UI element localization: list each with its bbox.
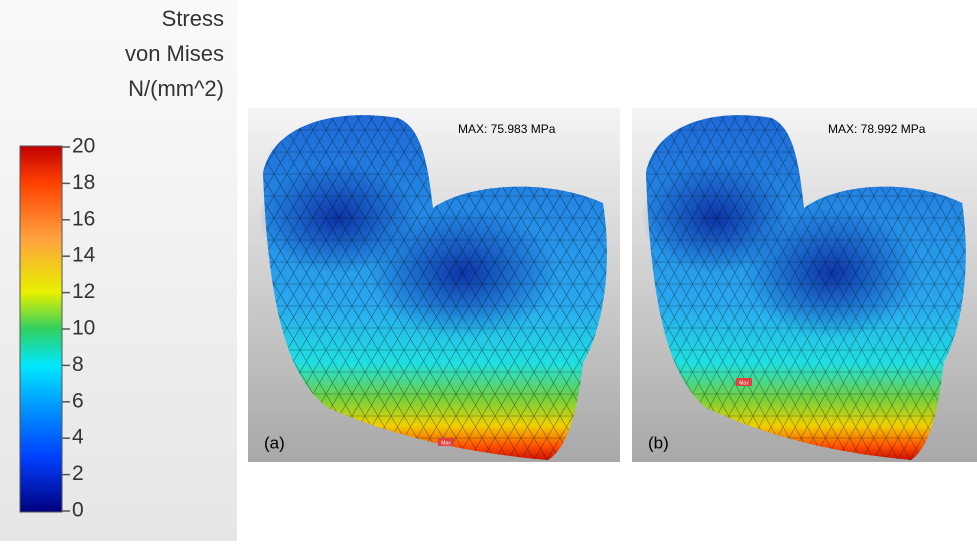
max-marker-label: Max: [739, 380, 749, 386]
figure: Stress von Mises N/(mm^2) 0 2 4 6 8 10 12 14 16 18 20…: [0, 0, 977, 541]
tick-label: 18: [72, 171, 95, 194]
tick-label: 2: [72, 462, 84, 485]
legend-title: Stress: [162, 6, 224, 31]
tick-label: 0: [72, 499, 84, 522]
tick-label: 20: [72, 135, 95, 158]
tick-label: 12: [72, 280, 95, 303]
panel-label: (a): [264, 433, 285, 452]
legend-title: N/(mm^2): [128, 76, 224, 101]
tick-label: 8: [72, 353, 84, 376]
max-label: MAX: 75.983 MPa: [458, 122, 556, 136]
panel-a: MAX: 75.983 MPa (a) Max: [248, 108, 620, 462]
panel-b: MAX: 78.992 MPa (b) Max: [632, 108, 977, 462]
max-label: MAX: 78.992 MPa: [828, 122, 926, 136]
legend-title: von Mises: [125, 41, 224, 66]
tick-label: 4: [72, 426, 84, 449]
max-marker-label: Max: [441, 440, 451, 446]
panel-label: (b): [648, 433, 669, 452]
tick-label: 16: [72, 207, 95, 230]
tick-label: 6: [72, 389, 84, 412]
tick-label: 10: [72, 317, 95, 340]
tick-label: 14: [72, 244, 96, 267]
colorbar: [20, 146, 62, 512]
